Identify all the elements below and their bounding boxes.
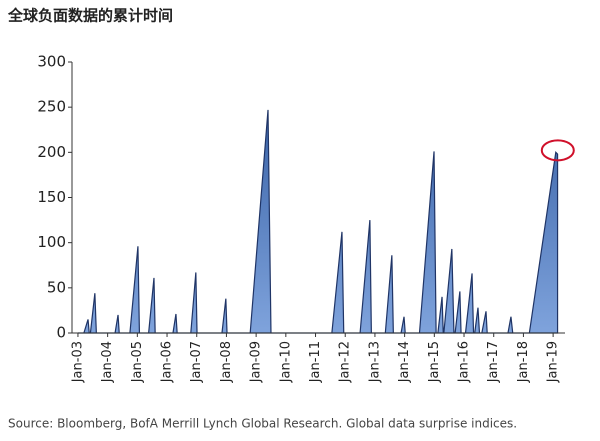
x-tick-label: Jan-09: [249, 341, 264, 383]
x-tick-label: Jan-15: [427, 341, 442, 383]
x-tick-label: Jan-04: [100, 341, 115, 383]
x-tick-label: Jan-11: [308, 341, 323, 383]
x-tick-label: Jan-08: [219, 341, 234, 383]
x-tick-label: Jan-12: [338, 341, 353, 383]
y-tick-label: 300: [37, 53, 66, 71]
y-tick-label: 150: [37, 188, 66, 206]
y-tick-label: 100: [37, 233, 66, 251]
x-tick-label: Jan-07: [189, 341, 204, 383]
x-tick-label: Jan-14: [397, 341, 412, 383]
x-tick-label: Jan-13: [367, 341, 382, 383]
x-tick-label: Jan-17: [486, 341, 501, 383]
x-tick-label: Jan-05: [130, 341, 145, 383]
x-tick-label: Jan-18: [516, 341, 531, 383]
x-tick-label: Jan-19: [546, 341, 561, 383]
chart-title: 全球负面数据的累计时间: [7, 7, 173, 25]
highlight-circle: [540, 139, 575, 162]
y-tick-label: 200: [37, 143, 66, 161]
y-tick-label: 50: [47, 278, 66, 296]
y-tick-label: 0: [56, 324, 66, 342]
source: Source: Bloomberg, BofA Merrill Lynch Gl…: [8, 417, 517, 431]
x-tick-label: Jan-16: [457, 341, 472, 383]
x-tick-label: Jan-03: [70, 341, 85, 383]
area: [77, 109, 559, 334]
x-tick-label: Jan-06: [160, 341, 175, 383]
x-tick-label: Jan-10: [278, 341, 293, 383]
y-tick-label: 250: [37, 98, 66, 116]
